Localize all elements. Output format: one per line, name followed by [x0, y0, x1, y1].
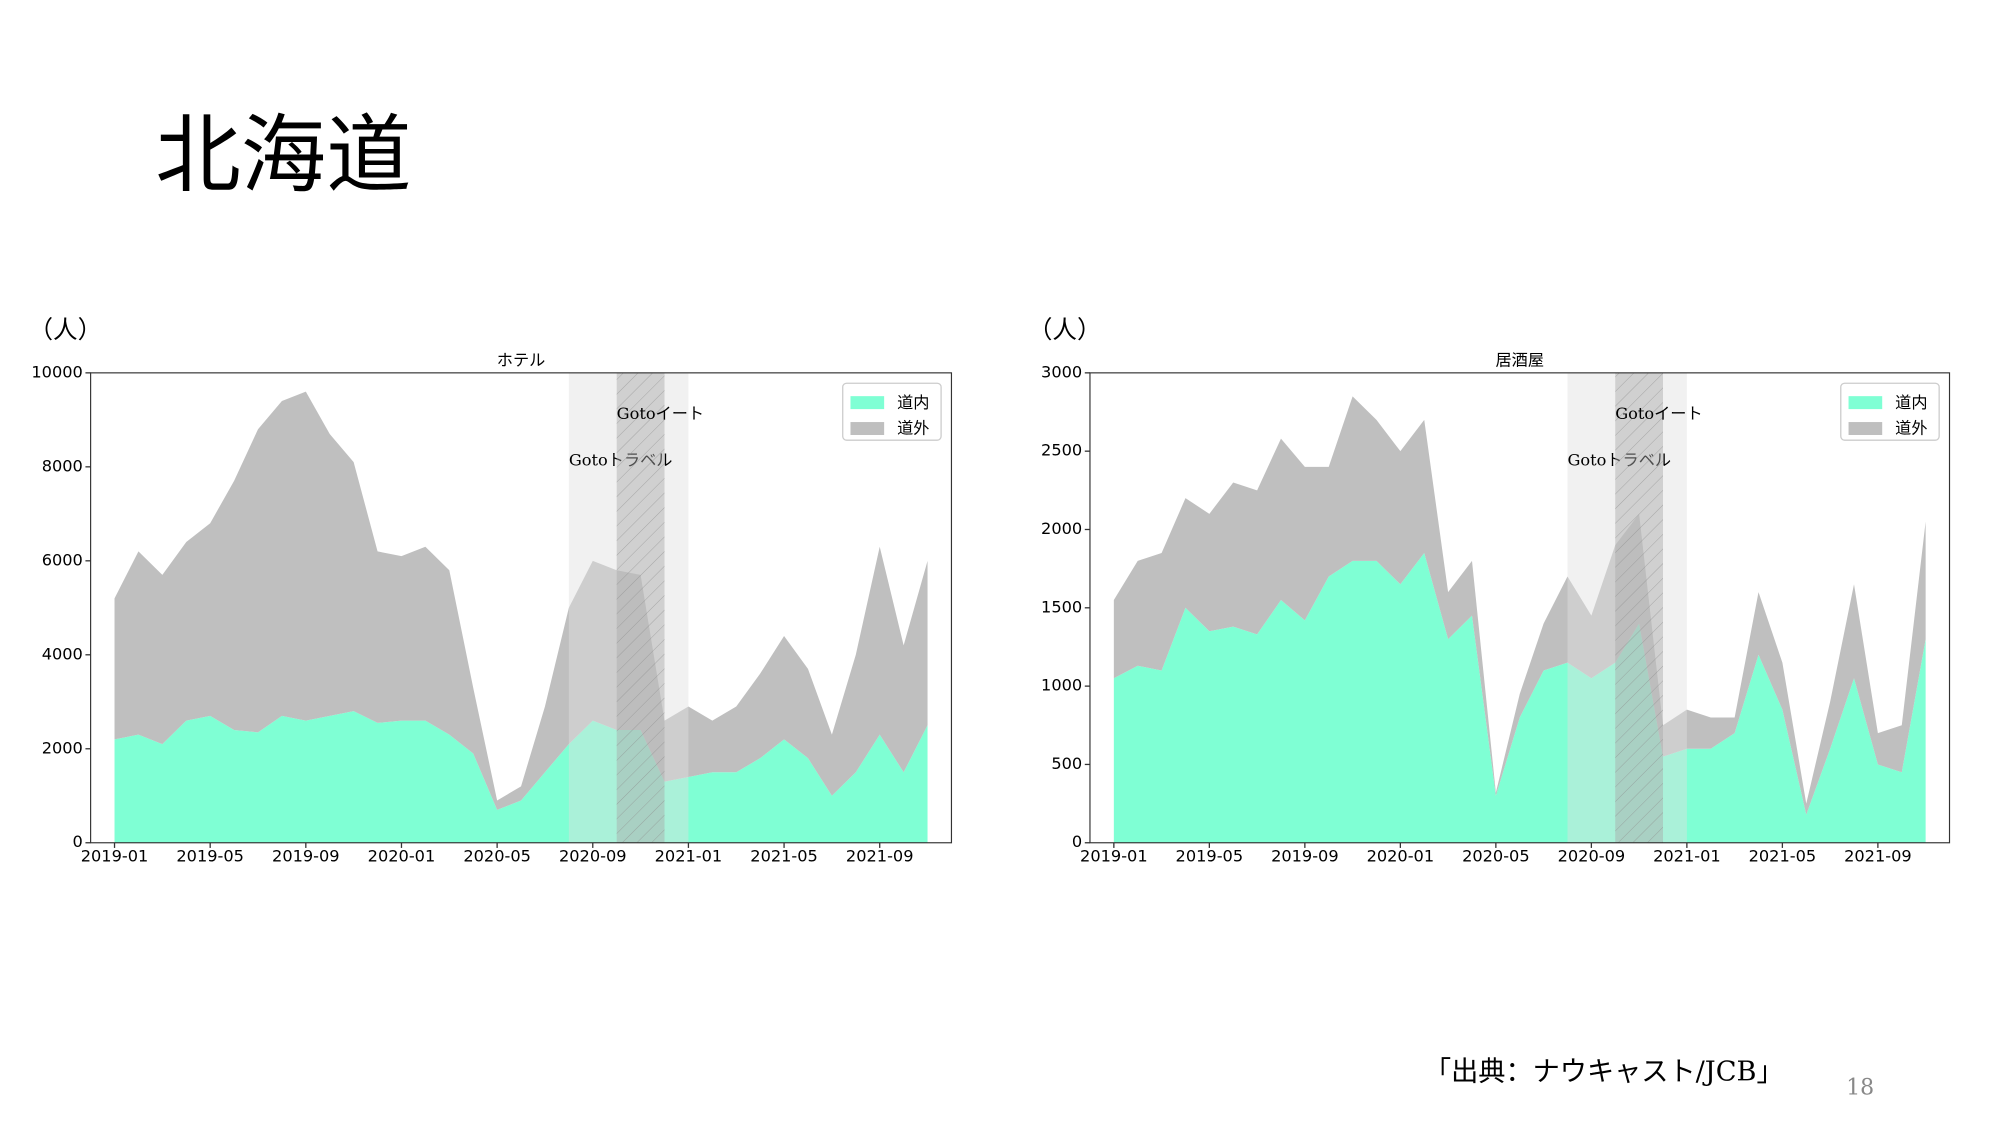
y-tick-label: 8000: [42, 456, 83, 475]
legend-swatch: [850, 422, 885, 435]
slide-title: 北海道: [155, 106, 411, 205]
x-tick-label: 2021-05: [1749, 846, 1817, 865]
y-tick-label: 3000: [1041, 362, 1082, 381]
x-tick-label: 2019-05: [1176, 846, 1244, 865]
area-series: [1113, 552, 1926, 843]
x-tick-label: 2021-09: [846, 846, 914, 865]
source-note: 「出典：ナウキャスト/JCB」: [1424, 1057, 1784, 1088]
x-tick-label: 2021-01: [1653, 846, 1721, 865]
span-hatch: [616, 372, 665, 843]
area-series: [114, 391, 928, 810]
y-tick-label: 1500: [1041, 597, 1082, 616]
x-tick-label: 2021-09: [1844, 846, 1912, 865]
unit-label: （人）: [1028, 315, 1102, 344]
legend-swatch: [850, 396, 885, 410]
span-hatch: [1615, 372, 1663, 843]
x-tick-label: 2020-01: [1367, 846, 1435, 865]
area-series: [1113, 396, 1926, 815]
legend-swatch: [1848, 422, 1883, 435]
x-tick-label: 2021-01: [655, 846, 723, 865]
y-tick-label: 4000: [42, 644, 83, 663]
x-tick-label: 2020-05: [463, 846, 531, 865]
y-tick-label: 500: [1051, 754, 1082, 773]
legend-label: 道外: [1895, 419, 1927, 438]
x-tick-label: 2020-09: [559, 846, 627, 865]
page-number: 18: [1846, 1076, 1874, 1101]
x-tick-label: 2019-09: [272, 846, 340, 865]
chart: GotoトラベルGotoイート0500100015002000250030002…: [1028, 315, 1951, 865]
y-tick-label: 0: [1072, 832, 1082, 851]
legend-label: 道内: [1895, 393, 1927, 412]
unit-label: （人）: [28, 315, 102, 344]
area-series: [114, 711, 928, 843]
x-tick-label: 2019-01: [81, 846, 149, 865]
y-tick-label: 1000: [1041, 676, 1082, 695]
y-tick-label: 0: [73, 832, 83, 851]
span-label: Gotoイート: [1615, 404, 1702, 423]
y-tick-label: 10000: [31, 362, 82, 381]
axes-frame: [90, 372, 953, 844]
y-tick-label: 2000: [1041, 519, 1082, 538]
x-tick-label: 2020-09: [1558, 846, 1626, 865]
chart-title: ホテル: [497, 351, 546, 370]
legend-label: 道外: [897, 419, 929, 438]
legend-swatch: [1848, 396, 1883, 410]
x-tick-label: 2020-05: [1462, 846, 1530, 865]
x-tick-label: 2019-09: [1271, 846, 1339, 865]
span-label: Gotoイート: [617, 404, 704, 423]
x-tick-label: 2019-01: [1080, 846, 1148, 865]
y-tick-label: 2000: [42, 738, 83, 757]
y-tick-label: 2500: [1041, 441, 1082, 460]
x-tick-label: 2019-05: [176, 846, 244, 865]
legend-label: 道内: [897, 393, 929, 412]
chart-title: 居酒屋: [1495, 351, 1544, 370]
x-tick-label: 2020-01: [368, 846, 436, 865]
y-tick-label: 6000: [42, 550, 83, 569]
x-tick-label: 2021-05: [750, 846, 818, 865]
chart: GotoトラベルGotoイート0200040006000800010000201…: [28, 315, 953, 865]
